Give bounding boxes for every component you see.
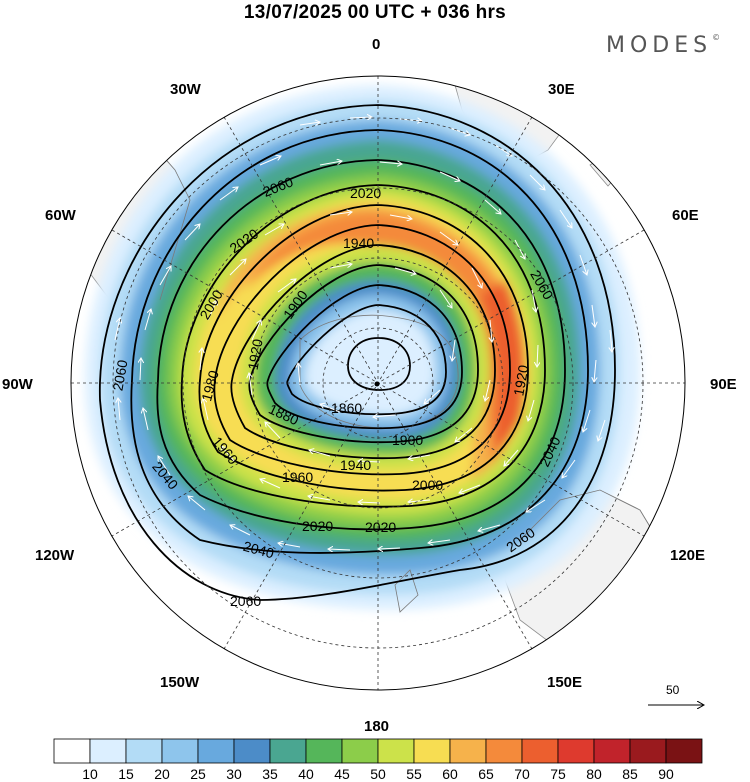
contour-label: 1860 — [331, 400, 362, 416]
lon-label: 60E — [672, 207, 699, 224]
contour-label: 2060 — [109, 358, 130, 392]
contour-label: 1940 — [340, 457, 371, 473]
longitude-labels: 0 30E 60E 90E 120E 150E 180 150W 120W 90… — [2, 36, 737, 735]
colorbar-swatch — [377, 738, 415, 764]
contour-label: 2040 — [242, 538, 276, 562]
colorbar-swatch — [233, 738, 271, 764]
contour-2060 — [99, 104, 616, 601]
colorbar-swatch — [125, 738, 163, 764]
wind-vectors — [114, 117, 612, 550]
colorbar-tick-label: 85 — [622, 766, 638, 782]
contour-labels: 2060 2020 2020 1940 2060 2000 1900 1920 … — [109, 173, 563, 609]
colorbar-swatch — [197, 738, 235, 764]
contour-label: 2020 — [302, 518, 333, 534]
map-boundary — [70, 75, 686, 691]
lon-label: 120W — [35, 547, 75, 564]
colorbar-swatch — [413, 738, 451, 764]
inner-15 — [305, 310, 435, 415]
colorbar-tick-label: 30 — [226, 766, 242, 782]
lon-label: 90E — [710, 376, 737, 393]
chart-title: 13/07/2025 00 UTC + 036 hrs — [243, 2, 507, 23]
lon-label: 180 — [364, 718, 389, 735]
colorbar-tick-label: 60 — [442, 766, 458, 782]
lon-label: 30W — [170, 81, 202, 98]
colorbar-swatch — [521, 738, 559, 764]
reference-vector: 50 — [648, 683, 704, 705]
contour-2040 — [130, 129, 589, 554]
colorbar-tick-label: 25 — [190, 766, 206, 782]
contour-1960 — [213, 224, 511, 476]
contour-label: 2020 — [350, 185, 381, 201]
lon-label: 0 — [372, 36, 380, 53]
contour-1940 — [230, 244, 496, 460]
contour-1920 — [248, 264, 479, 444]
colorbar-tick-label: 80 — [586, 766, 602, 782]
colorbar-tick-label: 45 — [334, 766, 350, 782]
lon-label: 150E — [547, 674, 582, 691]
lon-label: 60W — [45, 207, 77, 224]
brand-name: MODES — [606, 33, 713, 58]
contour-label: 2060 — [230, 593, 261, 609]
lon-label: 120E — [670, 547, 705, 564]
modes-logo: MODES© — [606, 33, 721, 58]
colorbar-swatch — [269, 738, 307, 764]
contour-label: 1960 — [282, 469, 313, 485]
colorbar-swatch — [53, 738, 91, 764]
reference-vector-label: 50 — [666, 683, 680, 697]
contour-label: 2000 — [412, 477, 443, 493]
colorbar-swatch — [341, 738, 379, 764]
colorbar-tick-label: 40 — [298, 766, 314, 782]
contour-label: 1920 — [245, 338, 266, 372]
colorbar-tick-label: 15 — [118, 766, 134, 782]
colorbar-tick-label: 90 — [658, 766, 674, 782]
colorbar-tick-label: 35 — [262, 766, 278, 782]
contour-label: 1920 — [510, 363, 531, 397]
colorbar-tick-label: 75 — [550, 766, 566, 782]
contour-label: 2020 — [365, 519, 396, 535]
colorbar-swatch — [593, 738, 631, 764]
contour-2020 — [156, 159, 566, 531]
colorbar-tick-label: 70 — [514, 766, 530, 782]
colorbar-swatch — [629, 738, 667, 764]
colorbar-tick-label: 50 — [370, 766, 386, 782]
colorbar-swatch — [161, 738, 199, 764]
colorbar-tick-label: 55 — [406, 766, 422, 782]
lon-label: 150W — [160, 674, 200, 691]
contour-1860 — [347, 337, 411, 391]
contour-label: 1940 — [343, 235, 374, 251]
colorbar-swatch — [665, 738, 703, 764]
colorbar-tick-label: 65 — [478, 766, 494, 782]
contour-label: 1980 — [198, 368, 222, 402]
colorbar-swatch — [485, 738, 523, 764]
colorbar-swatch — [89, 738, 127, 764]
colorbar-tick-label: 10 — [82, 766, 98, 782]
lon-label: 90W — [2, 376, 34, 393]
colorbar-swatch — [557, 738, 595, 764]
colorbar-swatch — [305, 738, 343, 764]
contour-1980 — [198, 204, 529, 492]
colorbar-swatch — [449, 738, 487, 764]
south-pole-marker — [374, 381, 380, 387]
colorbar: 10 15 20 25 30 35 40 45 50 55 60 65 70 75 80 85 90 — [53, 738, 703, 782]
contour-label: 1900 — [392, 432, 423, 448]
madagascar-landmass — [589, 151, 623, 187]
shade-75 — [480, 280, 525, 447]
colorbar-tick-label: 20 — [154, 766, 170, 782]
lon-label: 30E — [548, 81, 575, 98]
